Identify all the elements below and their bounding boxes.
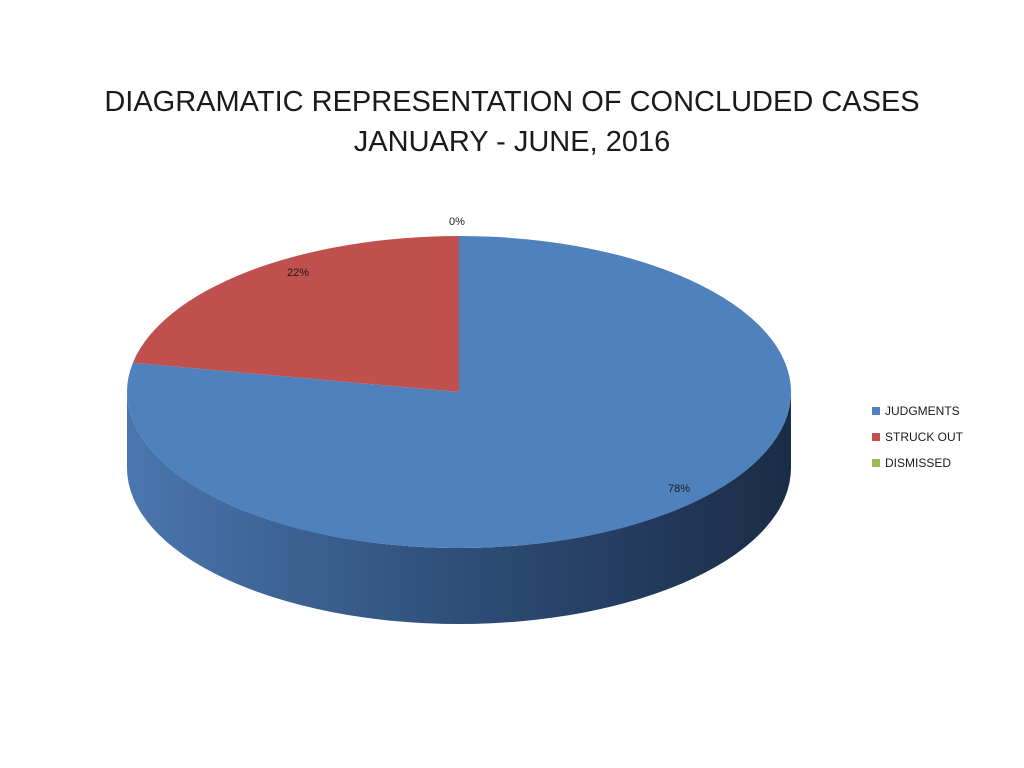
chart-title-line-2: JANUARY - JUNE, 2016 (353, 126, 671, 158)
legend-swatch (872, 433, 880, 441)
legend: JUDGMENTS STRUCK OUT DISMISSED (872, 398, 1012, 476)
data-label-judgments: 78% (668, 483, 690, 495)
pie-side-wall (127, 392, 791, 624)
legend-item-struck-out: STRUCK OUT (872, 424, 1012, 450)
data-label-dismissed: 0% (449, 216, 465, 228)
pie-slice-struck-out (132, 236, 460, 392)
chart-title-line-1: DIAGRAMATIC REPRESENTATION OF CONCLUDED … (104, 86, 920, 118)
legend-swatch (872, 459, 880, 467)
legend-item-judgments: JUDGMENTS (872, 398, 1012, 424)
legend-label: STRUCK OUT (885, 430, 963, 444)
legend-label: JUDGMENTS (885, 404, 960, 418)
pie-slice-judgments (126, 236, 791, 548)
chart-title: DIAGRAMATIC REPRESENTATION OF CONCLUDED … (0, 82, 1024, 162)
legend-label: DISMISSED (885, 456, 952, 470)
legend-swatch (872, 407, 880, 415)
data-label-struck-out: 22% (287, 267, 309, 279)
legend-item-dismissed: DISMISSED (872, 450, 1012, 476)
